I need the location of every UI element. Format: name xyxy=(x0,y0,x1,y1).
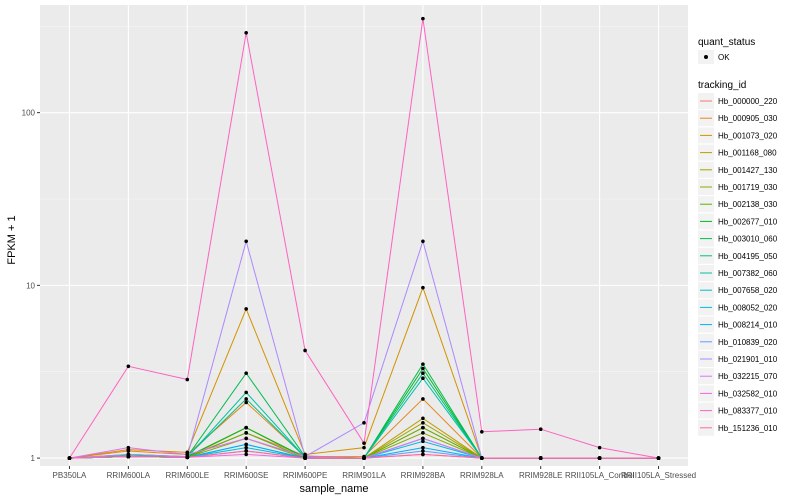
data-point xyxy=(421,397,425,401)
data-point xyxy=(421,285,425,290)
data-point xyxy=(244,239,248,244)
legend-label: Hb_002138_030 xyxy=(718,200,778,209)
data-point xyxy=(244,400,248,405)
x-tick-label: RRIM928BA xyxy=(401,471,446,480)
data-point xyxy=(421,449,425,453)
x-tick-label: RRIM600PE xyxy=(283,471,327,480)
data-point xyxy=(538,456,543,460)
data-point xyxy=(421,371,425,376)
data-point xyxy=(244,390,248,395)
y-tick-label: 1 xyxy=(31,454,36,463)
legend-label: Hb_001427_130 xyxy=(718,166,778,175)
data-point xyxy=(421,416,425,421)
x-tick-label: RRIM901LA xyxy=(342,471,386,480)
data-point xyxy=(126,364,131,369)
data-point xyxy=(185,455,190,460)
legend-label: Hb_007658_020 xyxy=(718,286,778,295)
x-tick-label: RRII105LA_Control xyxy=(565,471,635,480)
data-point xyxy=(244,436,248,441)
data-point xyxy=(244,442,248,447)
x-axis-title: sample_name xyxy=(299,483,368,495)
data-point xyxy=(303,456,307,460)
legend-label: Hb_008214_010 xyxy=(718,321,778,330)
legend-label: Hb_001073_020 xyxy=(718,131,778,140)
series-points xyxy=(67,16,661,460)
legend-label: Hb_032215_070 xyxy=(718,372,778,381)
shape-legend-label: OK xyxy=(718,53,730,62)
data-point xyxy=(244,30,248,35)
data-point xyxy=(421,452,425,457)
data-point xyxy=(244,397,248,401)
data-point xyxy=(244,449,248,453)
legend-label: Hb_002677_010 xyxy=(718,217,778,226)
data-point xyxy=(126,445,131,450)
data-point xyxy=(480,429,484,434)
shape-legend-title: quant_status xyxy=(698,37,755,48)
x-tick-label: RRIM928LA xyxy=(460,471,504,480)
data-point xyxy=(421,362,425,366)
data-point xyxy=(362,456,366,460)
data-point xyxy=(67,456,72,460)
data-point xyxy=(362,421,366,425)
x-tick-label: RRIM600SE xyxy=(224,471,268,480)
legend-label: Hb_083377_010 xyxy=(718,407,778,416)
data-point xyxy=(126,454,131,459)
legend-label: Hb_003010_060 xyxy=(718,235,778,244)
data-point xyxy=(244,425,248,430)
x-tick-label: PB350LA xyxy=(53,471,87,480)
x-tick-label: RRIM600LE xyxy=(165,471,209,480)
data-point xyxy=(185,377,190,382)
data-point xyxy=(538,427,543,431)
data-point xyxy=(185,452,190,457)
legend-label: Hb_000905_030 xyxy=(718,114,778,123)
data-point xyxy=(421,366,425,371)
data-point xyxy=(244,445,248,450)
data-point xyxy=(421,431,425,435)
legend-label: Hb_151236_010 xyxy=(718,424,778,433)
axes: 1 10 100 PB350LA RRIM600LA RRIM600LE RRIM600SE… xyxy=(22,109,696,480)
data-point xyxy=(362,441,366,445)
data-point xyxy=(244,431,248,435)
y-tick-label: 10 xyxy=(26,281,35,290)
x-tick-label: RRIM928LE xyxy=(519,471,563,480)
y-tick-label: 100 xyxy=(22,109,36,118)
data-point xyxy=(362,445,366,450)
legend: quant_status OK tracking_id Hb_000000_22… xyxy=(698,37,778,436)
data-point xyxy=(421,16,425,21)
data-point xyxy=(421,376,425,381)
data-point xyxy=(421,425,425,430)
legend-label: Hb_032582_010 xyxy=(718,389,778,398)
x-tick-label: RRII105LA_Stressed xyxy=(621,471,696,480)
data-point xyxy=(421,445,425,450)
data-point xyxy=(480,456,484,460)
legend-label: Hb_008052_020 xyxy=(718,303,778,312)
data-point xyxy=(303,348,307,353)
y-axis-title: FPKM + 1 xyxy=(6,215,18,264)
data-point xyxy=(656,456,661,460)
legend-label: Hb_004195_050 xyxy=(718,252,778,261)
legend-label: Hb_021901_010 xyxy=(718,355,778,364)
legend-label: Hb_010839_020 xyxy=(718,338,778,347)
data-point xyxy=(421,239,425,244)
legend-label: Hb_000000_220 xyxy=(718,97,778,106)
color-legend-title: tracking_id xyxy=(698,80,746,91)
legend-label: Hb_001719_030 xyxy=(718,183,778,192)
data-point xyxy=(597,456,602,460)
plot-panel xyxy=(40,5,688,466)
legend-label: Hb_007382_060 xyxy=(718,269,778,278)
shape-legend-point-icon xyxy=(704,55,708,59)
data-point xyxy=(421,439,425,444)
data-point xyxy=(421,421,425,425)
data-point xyxy=(244,371,248,376)
color-legend-items: Hb_000000_220 Hb_000905_030 Hb_001073_020 H… xyxy=(698,93,778,436)
x-tick-label: RRIM600LA xyxy=(107,471,151,480)
data-point xyxy=(244,452,248,457)
legend-label: Hb_001168_080 xyxy=(718,149,777,158)
data-point xyxy=(244,307,248,311)
data-point xyxy=(421,436,425,441)
data-point xyxy=(597,445,602,450)
